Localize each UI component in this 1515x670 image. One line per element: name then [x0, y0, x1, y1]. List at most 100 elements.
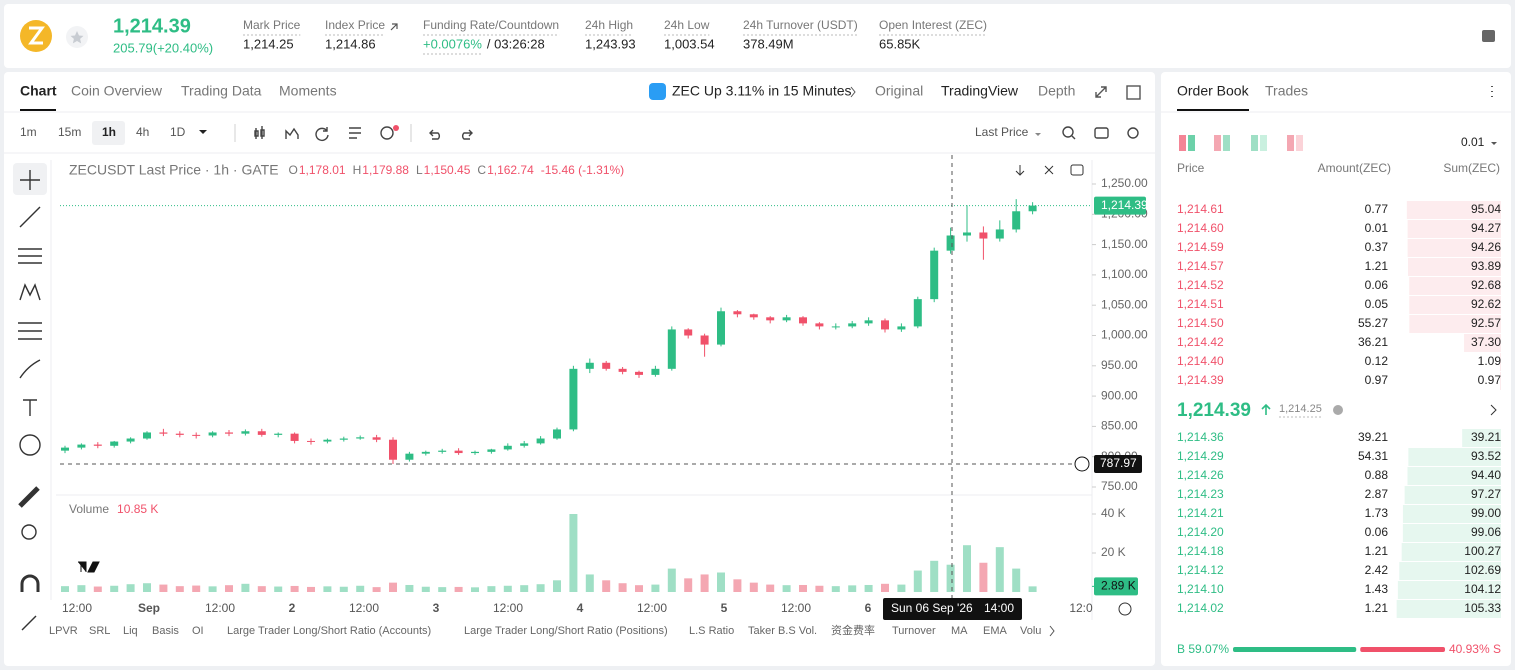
- price-alert[interactable]: ZEC Up 3.11% in 15 Minutes: [672, 83, 852, 99]
- view-tab[interactable]: TradingView: [941, 83, 1019, 99]
- ob-amount: 0.97: [1365, 373, 1389, 387]
- volume-bar: [831, 586, 840, 592]
- zoom-tool[interactable]: [21, 524, 37, 540]
- indicator[interactable]: Large Trader Long/Short Ratio (Positions…: [464, 625, 668, 637]
- maximize-icon[interactable]: [1070, 164, 1084, 176]
- volume-bar: [766, 584, 775, 592]
- volume-bar: [61, 586, 69, 592]
- chart-tab[interactable]: Chart: [20, 83, 57, 99]
- scroll-icon[interactable]: [1015, 165, 1025, 176]
- replay-icon[interactable]: [315, 127, 329, 141]
- channel-tool[interactable]: [18, 248, 42, 264]
- ob-mid-price: 1,214.39: [1177, 400, 1251, 421]
- stat-value: 378.49M: [743, 36, 794, 51]
- magnet-tool[interactable]: [20, 574, 40, 592]
- ob-column: Sum(ZEC): [1443, 161, 1500, 175]
- y-tick-label: 1,000.00: [1101, 328, 1148, 342]
- interval[interactable]: 4h: [136, 125, 149, 139]
- candle-body: [553, 429, 561, 439]
- more-arrow[interactable]: [1049, 625, 1055, 637]
- volume-bar: [225, 585, 233, 592]
- camera-icon[interactable]: [1094, 127, 1109, 139]
- y-tick-label: 900.00: [1101, 388, 1138, 402]
- axis-settings[interactable]: [1118, 602, 1132, 616]
- ob-sum: 97.27: [1471, 487, 1501, 501]
- ob-amount: 0.12: [1365, 354, 1389, 368]
- emoji-tool[interactable]: [19, 434, 41, 456]
- fib-tool[interactable]: [18, 322, 42, 340]
- interval[interactable]: 15m: [58, 125, 81, 139]
- pen-tool[interactable]: [21, 615, 37, 631]
- tv-logo: [78, 561, 100, 573]
- indicator[interactable]: OI: [192, 625, 204, 637]
- indicator[interactable]: Volu: [1020, 625, 1041, 637]
- ob-sum: 99.00: [1471, 506, 1501, 520]
- brush-tool[interactable]: [19, 359, 41, 379]
- candle-body: [503, 445, 512, 450]
- window-icon[interactable]: [1126, 85, 1141, 100]
- indicator[interactable]: Taker B.S Vol.: [748, 625, 817, 637]
- ob-amount: 39.21: [1358, 430, 1388, 444]
- ob-tab[interactable]: Order Book: [1177, 83, 1250, 99]
- view-tab[interactable]: Original: [875, 83, 923, 99]
- crosshair-add[interactable]: [1074, 456, 1090, 472]
- expand-icon[interactable]: [1095, 86, 1107, 98]
- redo-icon[interactable]: [462, 129, 473, 140]
- collapse-icon[interactable]: [1044, 165, 1054, 175]
- measure-tool[interactable]: [18, 486, 40, 508]
- indicator[interactable]: Basis: [152, 625, 179, 637]
- indicator[interactable]: SRL: [89, 625, 110, 637]
- crosshair-tool[interactable]: [20, 170, 40, 190]
- indicator[interactable]: EMA: [983, 625, 1008, 637]
- candle-body: [389, 439, 397, 460]
- interval[interactable]: 1h: [102, 125, 116, 139]
- interval[interactable]: 1m: [20, 125, 37, 139]
- x-tick-label: Sep: [138, 601, 160, 615]
- volume-bar: [635, 585, 643, 592]
- interval[interactable]: 1D: [170, 125, 186, 139]
- indicator[interactable]: Liq: [123, 625, 138, 637]
- chevron: [850, 86, 856, 98]
- indicator[interactable]: Turnover: [892, 625, 936, 637]
- indicator[interactable]: L.S Ratio: [689, 625, 734, 637]
- undo-icon[interactable]: [429, 129, 440, 140]
- volume-bar: [520, 585, 529, 592]
- depth-bar: [1408, 448, 1501, 466]
- mid-chevron[interactable]: [1490, 404, 1497, 416]
- price-source[interactable]: Last Price: [975, 125, 1029, 139]
- search-icon[interactable]: [1062, 126, 1074, 138]
- volume-bar: [454, 586, 463, 592]
- dropdown[interactable]: [1035, 133, 1041, 136]
- ob-tab[interactable]: Trades: [1265, 83, 1308, 99]
- depth-bar: [1464, 334, 1501, 352]
- indicator[interactable]: Large Trader Long/Short Ratio (Accounts): [227, 625, 431, 637]
- settings-icon[interactable]: [1127, 127, 1139, 139]
- text-tool[interactable]: [23, 399, 37, 416]
- chart-tab[interactable]: Trading Data: [181, 83, 262, 99]
- line-tool[interactable]: [19, 206, 41, 228]
- depth-bar: [1407, 467, 1501, 485]
- y-tick-label: 1,050.00: [1101, 297, 1148, 311]
- candle-body: [356, 437, 365, 439]
- view-tab[interactable]: Depth: [1038, 83, 1075, 99]
- volume-bar: [979, 562, 988, 592]
- chart-tab[interactable]: Coin Overview: [71, 83, 163, 99]
- precision[interactable]: 0.01: [1461, 135, 1485, 149]
- x-tick-label: 12:00: [349, 601, 379, 615]
- indicator[interactable]: MA: [951, 625, 968, 637]
- ob-price: 1,214.51: [1177, 297, 1224, 311]
- layout-both[interactable]: [1179, 135, 1186, 151]
- precision-dropdown[interactable]: [1491, 142, 1497, 145]
- template-icon[interactable]: [349, 127, 361, 139]
- indicator[interactable]: LPVR: [49, 625, 78, 637]
- candle-body: [110, 441, 119, 446]
- add-icon[interactable]: [380, 126, 394, 140]
- indicator-icon[interactable]: [285, 127, 299, 139]
- indicator[interactable]: 资金费率: [831, 623, 875, 637]
- candle-body: [946, 235, 955, 251]
- notes-icon[interactable]: [1482, 30, 1495, 42]
- candle-icon[interactable]: [254, 126, 265, 139]
- dropdown[interactable]: [199, 130, 207, 134]
- pattern-tool[interactable]: [19, 283, 41, 301]
- chart-tab[interactable]: Moments: [279, 83, 337, 99]
